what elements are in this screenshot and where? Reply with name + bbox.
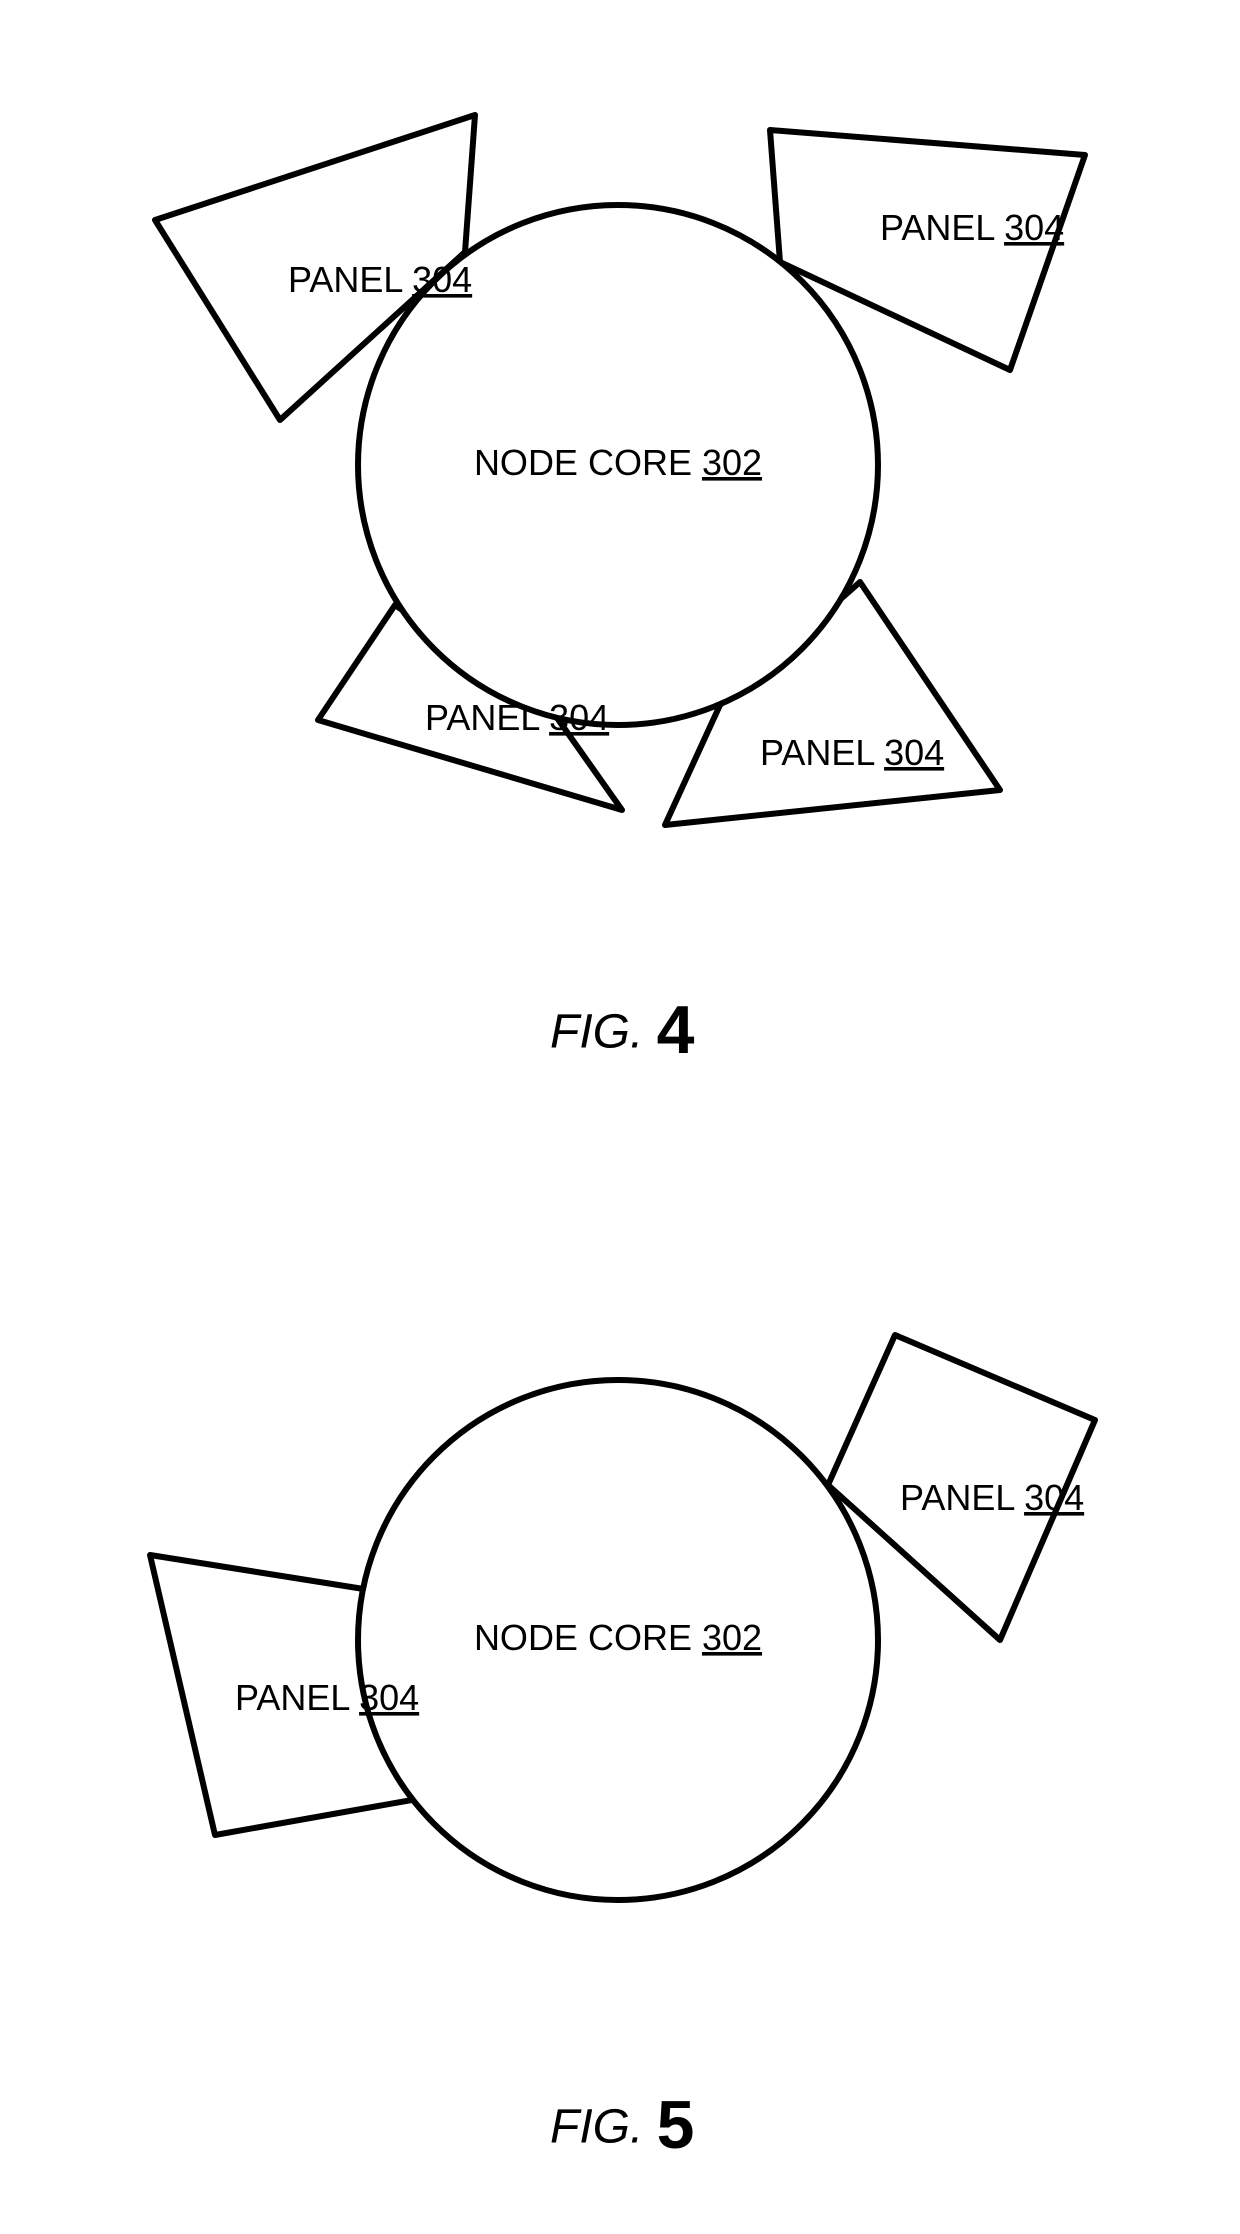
diagram-canvas: NODE CORE 302PANEL 304PANEL 304PANEL 304… bbox=[0, 0, 1240, 2234]
fig5-p-l-label-num: 304 bbox=[359, 1677, 419, 1718]
fig4-caption-number: 4 bbox=[657, 992, 695, 1068]
fig4-p-tl-label-num: 304 bbox=[412, 259, 472, 300]
fig4-p-br-label-num: 304 bbox=[884, 732, 944, 773]
fig4-p-tr-label: PANEL 304 bbox=[880, 207, 1064, 248]
fig4-p-bl-label: PANEL 304 bbox=[425, 697, 609, 738]
fig5-caption-number: 5 bbox=[657, 2087, 695, 2163]
fig4: NODE CORE 302PANEL 304PANEL 304PANEL 304… bbox=[155, 115, 1085, 1068]
fig4-p-br-label-prefix: PANEL bbox=[760, 732, 884, 773]
fig4-core-label-num: 302 bbox=[702, 442, 762, 483]
fig4-core-label: NODE CORE 302 bbox=[474, 442, 762, 483]
fig4-p-tr-label-prefix: PANEL bbox=[880, 207, 1004, 248]
fig5-caption: FIG. 5 bbox=[550, 2087, 695, 2163]
fig4-p-tl-label: PANEL 304 bbox=[288, 259, 472, 300]
fig5-p-l-label-prefix: PANEL bbox=[235, 1677, 359, 1718]
fig5: NODE CORE 302PANEL 304PANEL 304FIG. 5 bbox=[150, 1335, 1095, 2163]
fig4-p-bl-label-prefix: PANEL bbox=[425, 697, 549, 738]
fig5-p-r-label-prefix: PANEL bbox=[900, 1477, 1024, 1518]
fig4-caption: FIG. 4 bbox=[550, 992, 695, 1068]
fig5-core-label: NODE CORE 302 bbox=[474, 1617, 762, 1658]
fig5-p-r-label-num: 304 bbox=[1024, 1477, 1084, 1518]
fig4-p-tr-label-num: 304 bbox=[1004, 207, 1064, 248]
fig4-p-br-label: PANEL 304 bbox=[760, 732, 944, 773]
fig4-caption-prefix: FIG. bbox=[550, 1006, 657, 1059]
fig4-p-tl-label-prefix: PANEL bbox=[288, 259, 412, 300]
fig4-core-label-prefix: NODE CORE bbox=[474, 442, 702, 483]
fig5-caption-prefix: FIG. bbox=[550, 2101, 657, 2154]
fig5-core-label-prefix: NODE CORE bbox=[474, 1617, 702, 1658]
fig4-p-bl-label-num: 304 bbox=[549, 697, 609, 738]
fig5-p-r-label: PANEL 304 bbox=[900, 1477, 1084, 1518]
fig5-p-l-label: PANEL 304 bbox=[235, 1677, 419, 1718]
fig5-core-label-num: 302 bbox=[702, 1617, 762, 1658]
